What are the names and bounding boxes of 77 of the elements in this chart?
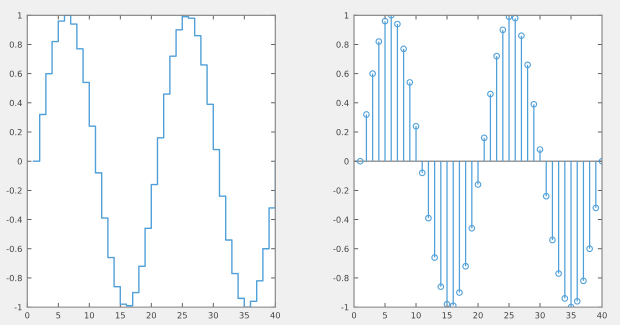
point — [444, 300, 450, 308]
y-tick-label: -0.4 — [333, 216, 349, 223]
y-tick-label: -1 — [341, 304, 348, 310]
point — [555, 270, 562, 277]
x-tick-label: 15 — [116, 312, 125, 318]
x-tick-label: 35 — [240, 312, 249, 318]
x-tick-label: 0 — [25, 312, 30, 318]
y-tick-label: 0 — [18, 158, 22, 164]
point — [412, 122, 420, 130]
y-tick-label: 0 — [344, 158, 349, 164]
point — [425, 214, 432, 222]
point — [456, 289, 463, 296]
x-tick-label: 10 — [412, 312, 421, 318]
y-tick-label: -0.2 — [6, 187, 22, 194]
point — [512, 15, 519, 22]
x-tick-label: 5 — [383, 312, 387, 318]
x-tick-label: 35 — [566, 312, 576, 318]
point — [561, 295, 568, 302]
x-tick-label: 40 — [597, 312, 607, 318]
point — [382, 18, 388, 24]
y-tick-label: -0.6 — [333, 246, 349, 252]
point — [369, 70, 376, 77]
y-tick-label: -0.8 — [6, 274, 22, 282]
point — [499, 26, 506, 34]
point — [406, 79, 414, 86]
point — [375, 38, 382, 45]
point — [542, 192, 550, 200]
y-tick-label: -0.2 — [333, 187, 348, 194]
y-tick-label: 0.8 — [10, 41, 22, 48]
y-tick-label: 0.4 — [336, 100, 349, 106]
x-tick-label: 30 — [535, 312, 545, 318]
y-tick-label: 0.2 — [336, 128, 348, 136]
x-tick-label: 40 — [270, 312, 280, 318]
point — [487, 90, 494, 98]
point — [474, 181, 482, 188]
point — [437, 283, 444, 290]
point — [468, 224, 476, 232]
x-tick-label: 20 — [146, 312, 156, 318]
point — [524, 62, 531, 68]
point — [549, 236, 556, 244]
point — [431, 254, 438, 261]
point — [418, 170, 426, 176]
y-tick-label: 1 — [18, 12, 22, 18]
x-tick-label: 25 — [178, 312, 187, 318]
y-tick-label: 0.6 — [10, 70, 22, 77]
y-tick-label: 0.8 — [336, 41, 349, 48]
point — [518, 32, 525, 40]
point — [363, 111, 370, 118]
point — [356, 158, 364, 165]
point — [506, 15, 512, 20]
x-tick-label: 20 — [473, 312, 483, 318]
x-tick-label: 15 — [442, 312, 452, 318]
x-tick-label: 25 — [504, 312, 514, 318]
point — [394, 20, 401, 28]
point — [586, 245, 593, 252]
point — [450, 302, 457, 308]
x-tick-label: 10 — [84, 312, 94, 318]
y-tick-label: -1 — [14, 304, 22, 310]
y-tick-label: -0.6 — [6, 246, 22, 252]
point — [574, 298, 581, 305]
y-tick-label: 0.2 — [10, 128, 22, 136]
x-tick-label: 5 — [56, 312, 60, 318]
y-tick-label: 0.6 — [336, 70, 349, 77]
point — [530, 100, 538, 108]
point — [400, 46, 407, 52]
y-tick-label: -0.4 — [6, 216, 22, 223]
x-tick-label: 0 — [352, 312, 356, 318]
point — [592, 204, 600, 212]
y-tick-label: 0.4 — [10, 100, 22, 106]
y-tick-label: 1 — [344, 12, 348, 18]
point — [480, 134, 488, 142]
point — [536, 146, 544, 153]
point — [580, 278, 587, 284]
point — [493, 52, 500, 60]
y-tick-label: -0.8 — [333, 274, 349, 282]
point — [462, 262, 469, 270]
x-tick-label: 30 — [208, 312, 218, 318]
